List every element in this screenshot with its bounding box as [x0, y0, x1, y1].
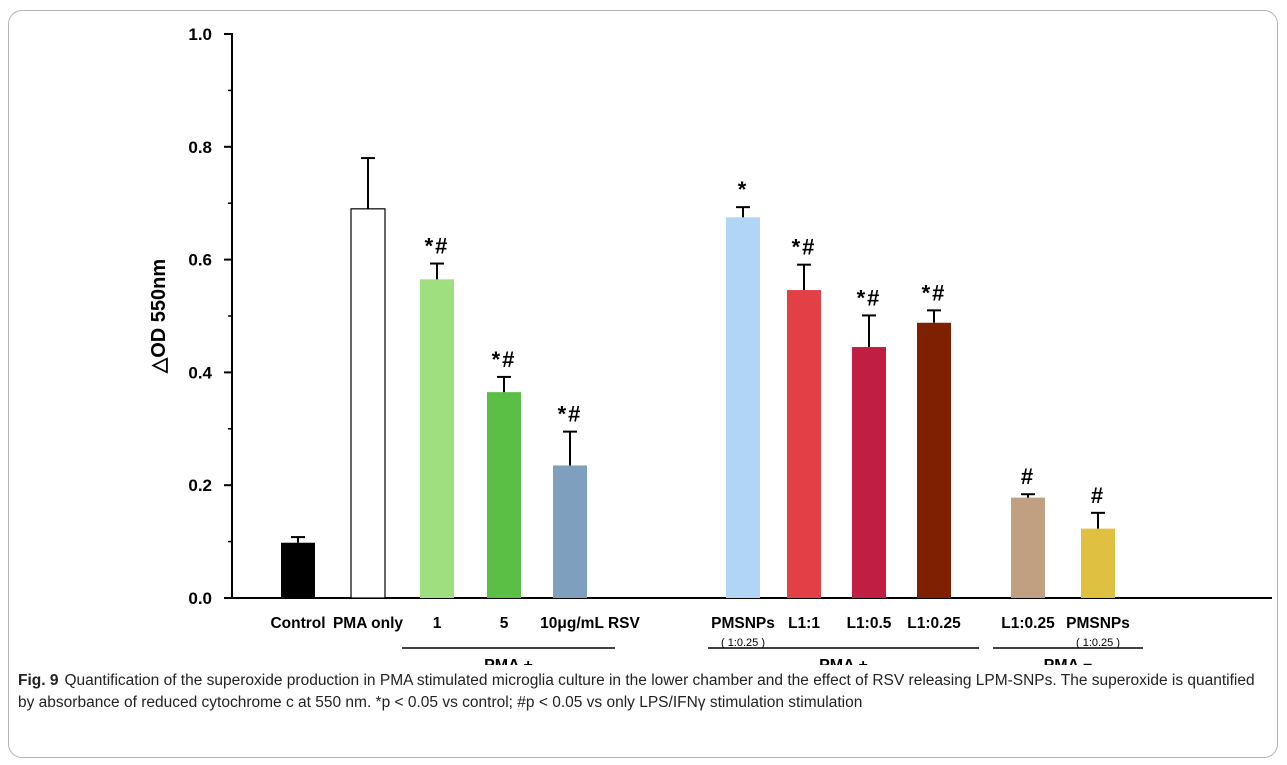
y-tick-label: 0.6 — [188, 251, 212, 270]
x-tick-sublabel: ( 1:0.25 ) — [721, 637, 765, 649]
y-tick-label: 0.4 — [188, 363, 212, 382]
bar — [917, 322, 951, 598]
x-tick-label: 1 — [433, 615, 442, 632]
bar — [281, 542, 315, 598]
error-bars — [291, 157, 1105, 543]
x-tick-label: 10μg/mL RSV — [540, 615, 640, 632]
caption-text: Quantification of the superoxide product… — [18, 672, 1255, 711]
bar — [852, 347, 886, 598]
bar — [487, 392, 521, 598]
bar-chart: 0.00.20.40.60.81.0 △OD 550nm *#*#*#**#*#… — [148, 25, 1272, 665]
significance-marker: *# — [425, 234, 450, 259]
x-tick-label: L1:0.25 — [1001, 615, 1055, 632]
significance-marker: *# — [922, 280, 947, 305]
x-tick-label: L1:1 — [788, 615, 820, 632]
significance-marker: *# — [792, 235, 817, 260]
x-tick-label: PMSNPs — [1066, 615, 1130, 632]
bar — [1011, 497, 1045, 598]
x-tick-sublabel: ( 1:0.25 ) — [1076, 637, 1120, 649]
figure-caption: Fig. 9 Quantification of the superoxide p… — [18, 670, 1268, 714]
group-brackets: PMA + PMA + PMA − — [402, 647, 1143, 665]
bar — [787, 290, 821, 598]
x-tick-label: PMSNPs — [711, 615, 775, 632]
bar — [1081, 528, 1115, 598]
y-tick-label: 0.0 — [188, 589, 212, 608]
caption-label: Fig. 9 — [18, 672, 59, 689]
bar — [726, 217, 760, 599]
group-label: PMA + — [484, 657, 533, 665]
group-label: PMA − — [1044, 657, 1093, 665]
bars — [281, 208, 1115, 599]
y-tick-label: 1.0 — [188, 25, 212, 44]
significance-annotations: *# *# *# * *# *# *# # # — [425, 177, 1105, 508]
significance-marker: *# — [558, 402, 583, 427]
bar — [350, 208, 386, 599]
significance-marker: # — [1091, 483, 1105, 508]
x-tick-label: L1:0.25 — [907, 615, 961, 632]
group-label: PMA + — [819, 657, 868, 665]
y-tick-label: 0.2 — [188, 476, 212, 495]
y-ticks: 0.0 0.2 0.4 0.6 0.8 1.0 — [188, 25, 232, 608]
significance-marker: # — [1021, 464, 1035, 489]
x-tick-label: L1:0.5 — [847, 615, 892, 632]
x-tick-label: Control — [270, 615, 325, 632]
x-tick-labels: Control PMA only 1 5 10μg/mL RSV PMSNPs ( 1:0.… — [270, 615, 1129, 649]
significance-marker: *# — [492, 347, 517, 372]
bar — [420, 279, 454, 598]
x-tick-label: PMA only — [333, 615, 403, 632]
y-tick-label: 0.8 — [188, 138, 212, 157]
significance-marker: * — [738, 177, 749, 202]
y-axis-label: △OD 550nm — [148, 259, 170, 374]
figure-frame — [8, 10, 1278, 758]
x-tick-label: 5 — [500, 615, 509, 632]
significance-marker: *# — [857, 285, 882, 310]
bar — [553, 465, 587, 598]
